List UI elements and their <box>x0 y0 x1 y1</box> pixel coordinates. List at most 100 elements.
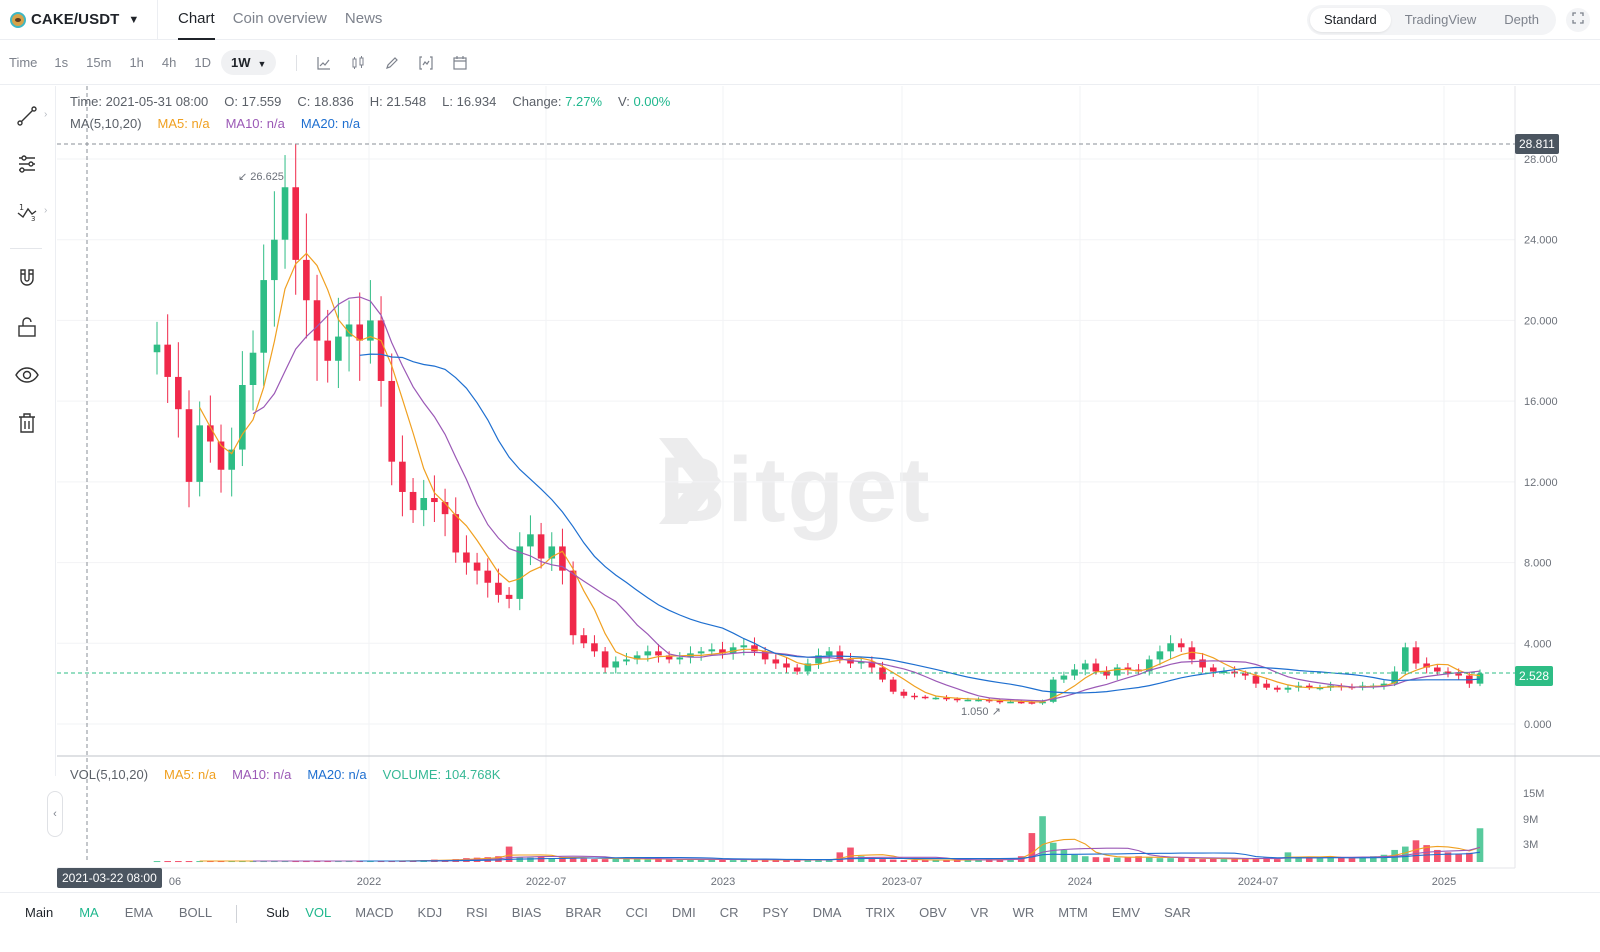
candle-body <box>1017 701 1025 704</box>
volume-bar <box>537 856 545 862</box>
volume-bar <box>836 852 844 862</box>
volume-bar <box>1060 849 1068 862</box>
candle-body <box>1263 683 1270 688</box>
indicator-bar: Main MA EMA BOLL Sub VOL MACD KDJ RSI BIAS BR… <box>0 892 1600 952</box>
indicator-boll[interactable]: BOLL <box>178 905 213 920</box>
candle-body <box>495 582 502 595</box>
indicator-mtm[interactable]: MTM <box>1058 905 1088 920</box>
candle-body <box>516 546 524 599</box>
indicator-sar[interactable]: SAR <box>1164 905 1191 920</box>
candle-body <box>932 697 940 700</box>
volume-bar <box>1423 845 1430 862</box>
indicator-dmi[interactable]: DMI <box>671 905 696 920</box>
tab-chart[interactable]: Chart <box>178 0 215 40</box>
indicator-dma[interactable]: DMA <box>812 905 842 920</box>
indicator-ema[interactable]: EMA <box>124 905 153 920</box>
timeframe-dropdown[interactable]: 1W ▼ <box>221 50 277 75</box>
indicator-obv[interactable]: OBV <box>919 905 947 920</box>
candle-body <box>1007 701 1014 704</box>
volume-bar <box>1188 858 1196 862</box>
eye-icon[interactable] <box>12 360 42 390</box>
time-axis-tick: 2024-07 <box>1238 876 1278 888</box>
candle-body <box>1113 667 1121 676</box>
candle-body <box>452 514 460 553</box>
indicator-icon[interactable] <box>409 49 443 77</box>
settings-sliders-icon[interactable] <box>12 149 42 179</box>
timeframe-1h[interactable]: 1h <box>129 55 144 70</box>
timeframe-1s[interactable]: 1s <box>54 55 69 70</box>
indicator-wr[interactable]: WR <box>1012 905 1035 920</box>
candle-body <box>1444 671 1452 674</box>
sub-indicator-label: Sub <box>266 905 290 920</box>
indicator-emv[interactable]: EMV <box>1111 905 1141 920</box>
tab-coin-overview[interactable]: Coin overview <box>232 9 327 27</box>
volume-bar <box>687 859 694 862</box>
volume-bar <box>1337 857 1345 862</box>
volume-bar <box>1177 857 1185 862</box>
pencil-icon[interactable] <box>375 49 409 77</box>
volume-bar <box>580 858 588 862</box>
candle-body <box>175 376 182 410</box>
lock-icon[interactable] <box>12 312 42 342</box>
indicator-cr[interactable]: CR <box>719 905 739 920</box>
collapse-panel-button[interactable]: ‹ <box>47 791 63 837</box>
volume-bar <box>996 859 1004 862</box>
indicator-kdj[interactable]: KDJ <box>417 905 443 920</box>
watermark-text: Bitget <box>659 439 932 541</box>
magnet-icon[interactable] <box>12 263 42 293</box>
candle-body <box>1412 647 1420 664</box>
view-depth-button[interactable]: Depth <box>1504 12 1539 27</box>
indicator-cci[interactable]: CCI <box>625 905 648 920</box>
volume-bar <box>729 860 737 862</box>
candle-body <box>559 546 566 571</box>
time-axis-tick: 2024 <box>1068 876 1092 888</box>
candle-body <box>900 691 908 696</box>
low-annotation-value: 1.050 <box>961 706 989 718</box>
fibonacci-icon[interactable]: 1 3 › <box>12 197 47 227</box>
indicator-ma[interactable]: MA <box>79 905 99 920</box>
timeframe-15m[interactable]: 15m <box>86 55 112 70</box>
indicator-rsi[interactable]: RSI <box>466 905 488 920</box>
indicator-vol[interactable]: VOL <box>305 905 332 920</box>
trash-icon[interactable] <box>12 408 42 438</box>
timeframe-4h[interactable]: 4h <box>161 55 177 70</box>
fullscreen-icon[interactable] <box>1566 8 1590 32</box>
line-chart-icon[interactable] <box>307 49 341 77</box>
volume-bar <box>164 861 171 863</box>
chart-area[interactable]: Bitget 28.000 24.000 20.000 16.000 12.000 8.0… <box>47 86 1600 892</box>
tab-news[interactable]: News <box>344 9 383 27</box>
candle-body <box>303 259 310 301</box>
volume-bar <box>1359 857 1366 862</box>
tools-divider <box>10 248 42 249</box>
candle-type-icon[interactable] <box>341 49 375 77</box>
calendar-icon[interactable] <box>443 49 477 77</box>
timeframe-1d[interactable]: 1D <box>194 55 211 70</box>
indicator-divider <box>236 905 238 923</box>
candle-body <box>1167 643 1174 652</box>
pair-selector[interactable]: CAKE/USDT ▼ <box>0 0 158 40</box>
volume-bar <box>548 858 556 862</box>
view-switcher: Standard TradingView Depth <box>1306 5 1556 35</box>
trend-line-icon[interactable]: › <box>12 101 47 131</box>
volume-bar <box>847 847 854 862</box>
view-standard-button[interactable]: Standard <box>1309 8 1391 32</box>
candle-body <box>1455 673 1462 676</box>
indicator-bias[interactable]: BIAS <box>511 905 542 920</box>
candle-body <box>1220 671 1228 674</box>
caret-down-icon: ▼ <box>128 13 140 26</box>
candle-body <box>825 651 833 656</box>
candle-body <box>164 344 171 377</box>
indicator-vr[interactable]: VR <box>970 905 989 920</box>
candle-body <box>356 324 364 341</box>
indicator-brar[interactable]: BRAR <box>565 905 602 920</box>
view-tradingview-button[interactable]: TradingView <box>1404 12 1477 27</box>
indicator-macd[interactable]: MACD <box>355 905 394 920</box>
candlestick-chart[interactable]: 28.000 24.000 20.000 16.000 12.000 8.000 4.000… <box>57 86 1600 892</box>
price-axis-tick: 28.000 <box>1524 154 1558 166</box>
indicator-psy[interactable]: PSY <box>762 905 789 920</box>
main-indicator-label: Main <box>25 905 54 920</box>
vol-ma10-value: MA10: n/a <box>232 767 292 782</box>
candle-body <box>463 552 470 563</box>
indicator-trix[interactable]: TRIX <box>865 905 896 920</box>
volume-bar <box>1209 858 1217 862</box>
